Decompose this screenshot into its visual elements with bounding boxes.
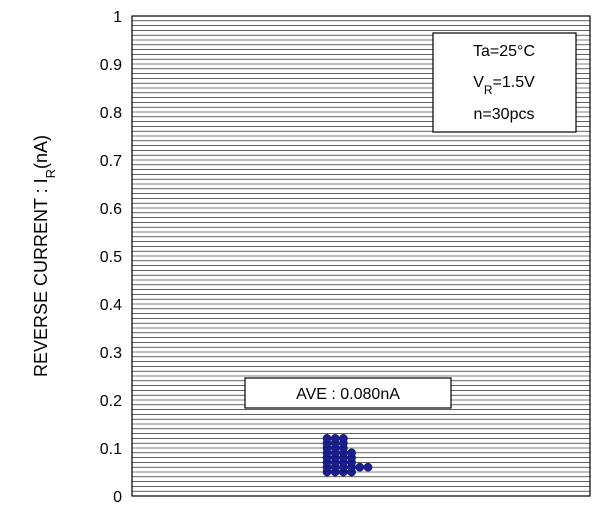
data-point bbox=[355, 462, 365, 472]
y-tick-label: 0.6 bbox=[100, 201, 122, 218]
conditions-voltage-main: V bbox=[473, 74, 484, 91]
data-point bbox=[339, 434, 348, 443]
data-points bbox=[322, 434, 373, 477]
conditions-voltage-subscript: R bbox=[484, 83, 493, 97]
y-tick-label: 0.2 bbox=[100, 393, 122, 410]
minor-gridlines bbox=[132, 20, 590, 492]
conditions-box-frame bbox=[432, 32, 577, 133]
conditions-box: Ta=25°C VR=1.5V n=30pcs bbox=[432, 32, 577, 133]
conditions-voltage-value: =1.5V bbox=[493, 74, 536, 91]
y-axis-ticks: 0 0.1 0.2 0.3 0.4 0.5 0.6 0.7 0.8 0.9 1 bbox=[100, 9, 122, 506]
data-point bbox=[363, 462, 373, 472]
y-axis-label: REVERSE CURRENT : IR(nA) bbox=[31, 135, 58, 377]
average-label: AVE : 0.080nA bbox=[296, 386, 400, 403]
y-tick-label: 0.7 bbox=[100, 153, 122, 170]
plot-frame bbox=[131, 15, 591, 497]
y-axis-label-subscript: R bbox=[43, 169, 58, 178]
y-tick-label: 0 bbox=[113, 489, 122, 506]
data-point bbox=[322, 434, 332, 443]
y-tick-label: 0.9 bbox=[100, 57, 122, 74]
data-point bbox=[330, 434, 340, 443]
average-box: AVE : 0.080nA bbox=[244, 377, 452, 409]
y-axis-label-main: REVERSE CURRENT : I bbox=[31, 178, 51, 377]
data-point bbox=[347, 448, 356, 458]
y-tick-label: 1 bbox=[113, 9, 122, 26]
y-tick-label: 0.3 bbox=[100, 345, 122, 362]
conditions-voltage: VR=1.5V bbox=[473, 74, 535, 97]
y-axis-label-unit: (nA) bbox=[31, 135, 51, 169]
average-box-frame bbox=[244, 377, 452, 409]
conditions-temperature: Ta=25°C bbox=[473, 43, 535, 60]
conditions-sample-count: n=30pcs bbox=[474, 106, 535, 123]
y-tick-label: 0.4 bbox=[100, 297, 122, 314]
y-tick-label: 0.8 bbox=[100, 105, 122, 122]
y-tick-label: 0.1 bbox=[100, 441, 122, 458]
y-tick-label: 0.5 bbox=[100, 249, 122, 266]
